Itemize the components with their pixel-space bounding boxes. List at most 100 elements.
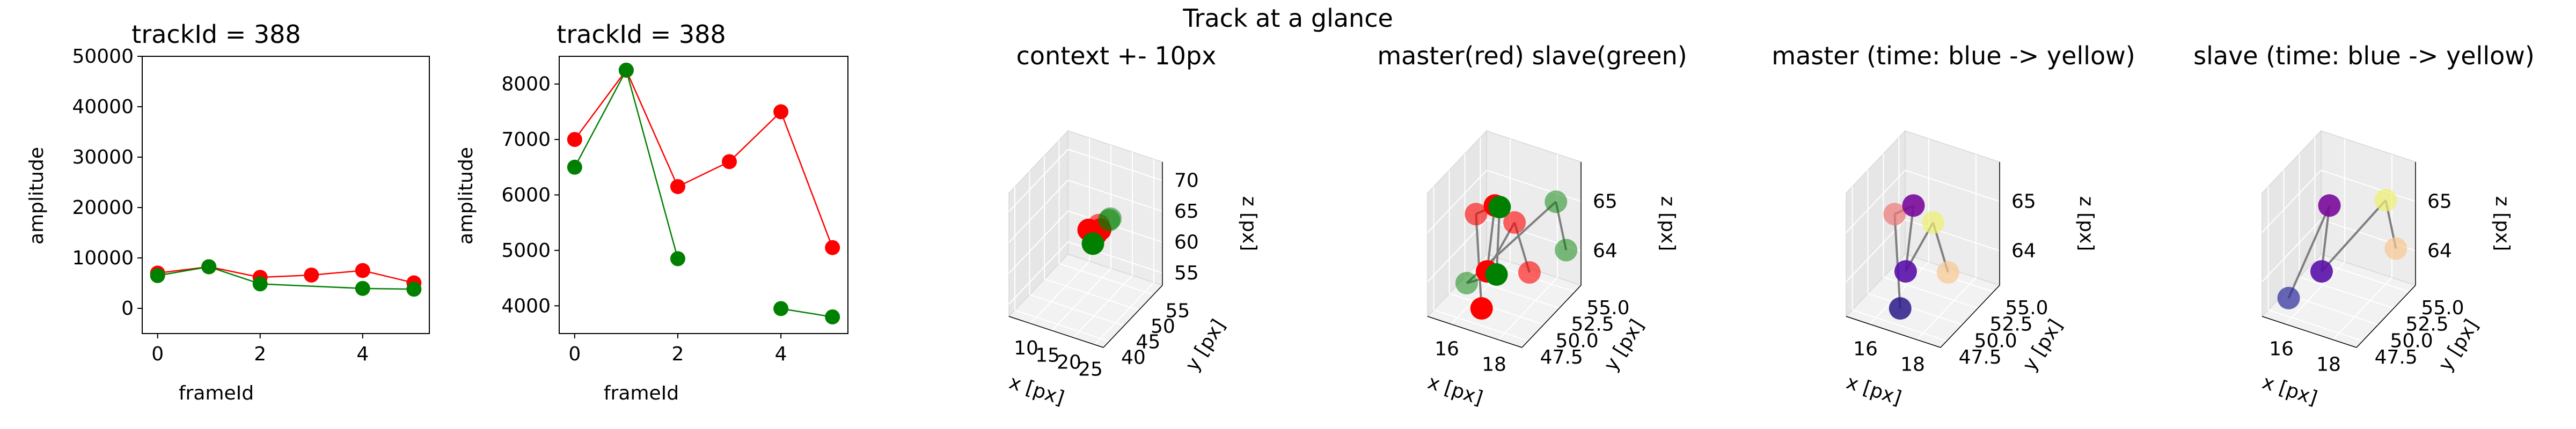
panel-3-title: context +- 10px (1016, 41, 1217, 70)
grid-line (2285, 261, 2345, 325)
axis-line (1427, 316, 1523, 348)
y-tick-label: 4000 (501, 295, 551, 317)
grid-line (1067, 149, 1163, 181)
axis-line (1103, 285, 1163, 348)
grid-line (1059, 263, 1154, 295)
data-point (406, 282, 422, 297)
panel-3d-slave-time: slave (time: blue -> yellow) 16 18 47.550.… (2193, 41, 2535, 410)
grid-line (2299, 276, 2394, 309)
grid-line (1433, 309, 1528, 342)
y-tick-label: 0 (121, 298, 134, 320)
axis-line (1846, 316, 1941, 348)
scatter-point (1488, 196, 1511, 219)
panel-2-ylabel: amplitude (455, 147, 477, 245)
z-tick-label: 65 (2427, 191, 2452, 213)
grid-line (1029, 294, 1124, 327)
scatter-point (2318, 194, 2341, 217)
data-point (825, 309, 840, 324)
data-point (618, 62, 634, 78)
scatter-point (1902, 194, 1925, 217)
x-axis-label: x [px] (1843, 371, 1904, 409)
y-tick-label: 52.5 (1571, 314, 1614, 336)
y-tick-label: 5000 (501, 240, 551, 262)
panel-2-title: trackId = 388 (557, 20, 726, 49)
y-tick-label: 50000 (72, 46, 134, 68)
data-point (773, 104, 789, 120)
scatter-point (1465, 203, 1488, 226)
y-tick-label: 7000 (501, 129, 551, 151)
z-tick-label: 64 (2427, 240, 2452, 262)
scatter-point (2310, 260, 2333, 283)
data-point (150, 268, 165, 283)
y-tick-label: 20000 (72, 197, 134, 219)
panel-2-xlabel: frameId (604, 382, 679, 404)
scatter-point (2374, 189, 2397, 212)
grid-line (1868, 293, 1963, 326)
y-tick-label: 10000 (72, 247, 134, 269)
x-tick-label: 16 (1853, 338, 1878, 360)
track-link (2287, 205, 2331, 299)
y-tick-label: 40 (1121, 346, 1146, 368)
x-tick-label: 0 (151, 343, 164, 365)
grid-line (1044, 278, 1139, 311)
y-tick-label: 55 (1166, 300, 1190, 322)
axis-line (1940, 285, 2000, 348)
y-tick-label: 50.0 (1974, 330, 2017, 352)
y-tick-label: 40000 (72, 96, 134, 118)
z-tick-label: 64 (1593, 240, 1618, 262)
grid-line (1067, 180, 1163, 212)
x-axis-label: x [px] (2259, 371, 2320, 409)
z-axis-label: z [px] (2491, 196, 2513, 252)
z-tick-label: 65 (1174, 201, 1199, 223)
x-tick-label: 10 (1014, 337, 1038, 359)
grid-line (1008, 241, 1069, 305)
track-link (1475, 214, 1483, 309)
scatter-point (1485, 263, 1508, 286)
scatter-point (1503, 211, 1526, 234)
z-tick-label: 65 (1593, 191, 1618, 213)
grid-line (1030, 261, 1090, 324)
x-tick-label: 15 (1035, 344, 1060, 366)
grid-line (1008, 210, 1069, 274)
y-tick-label: 52.5 (2405, 314, 2448, 336)
grid-line (1094, 282, 1154, 345)
z-tick-label: 55 (1174, 262, 1199, 284)
data-point (670, 179, 685, 194)
grid-line (1008, 149, 1069, 212)
panel-6-title: slave (time: blue -> yellow) (2193, 41, 2535, 70)
axis-line (1008, 316, 1104, 348)
data-point (252, 276, 268, 292)
grid-line (1498, 277, 1558, 341)
grid-line (1449, 293, 1544, 326)
series-line (574, 69, 833, 248)
x-tick-label: 2 (672, 343, 684, 365)
grid-line (1905, 169, 2000, 202)
grid-line (2332, 277, 2392, 341)
y-tick-label: 47.5 (1959, 346, 2002, 368)
grid-line (2321, 169, 2416, 202)
series-line (780, 308, 833, 318)
data-point (773, 301, 789, 316)
scatter-point (1518, 261, 1541, 284)
y-tick-label: 55.0 (2421, 297, 2464, 319)
panel-2-plot: 0 2 4 4000 5000 6000 7000 8000 (501, 56, 848, 365)
data-point (722, 154, 737, 169)
scatter-point (1455, 271, 1478, 294)
axis-line (1521, 285, 1582, 348)
data-point (670, 251, 685, 267)
axis-line (2356, 285, 2416, 348)
x-tick-label: 18 (2316, 354, 2341, 376)
grid-line (1846, 169, 1906, 233)
scatter-point (1883, 203, 1906, 226)
grid-line (1073, 275, 1133, 338)
data-point (355, 280, 370, 296)
y-tick-label: 55.0 (1586, 297, 1629, 319)
grid-line (1427, 169, 1487, 233)
data-point (304, 267, 319, 283)
scatter-point (1894, 260, 1917, 283)
x-tick-label: 0 (568, 343, 581, 365)
scatter-point (1936, 261, 1959, 284)
panel-1-title: trackId = 388 (131, 20, 301, 49)
